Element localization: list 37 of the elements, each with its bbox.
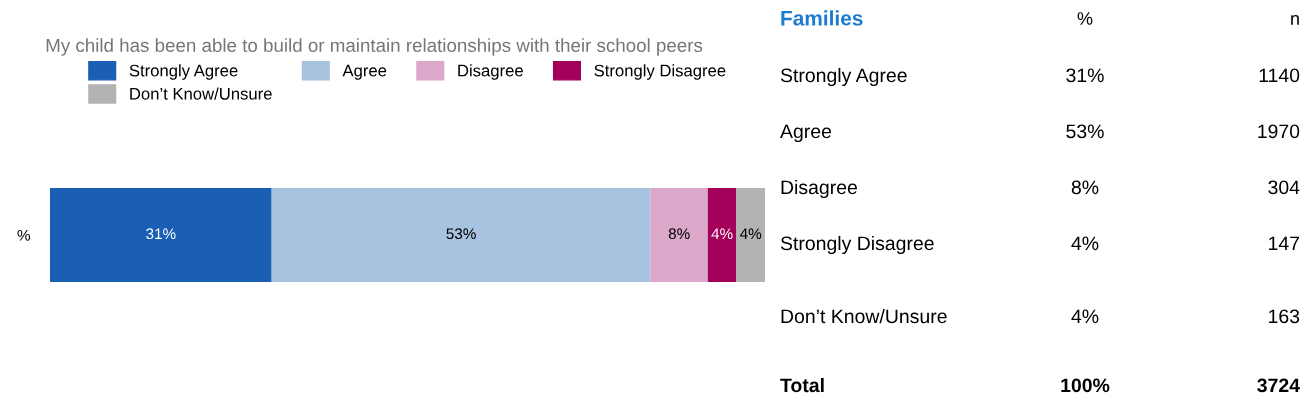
text: % <box>1077 12 1093 25</box>
text: 4% <box>1071 236 1099 251</box>
data-label: 31% <box>146 228 176 240</box>
text: 304 <box>1268 180 1300 195</box>
text: n <box>1291 14 1299 25</box>
text: Families <box>781 10 863 26</box>
legend-label: Disagree <box>458 64 523 80</box>
text: 1140 <box>1259 68 1300 83</box>
text: Don’t Know/Unsure <box>781 308 947 324</box>
text: Total <box>780 377 824 393</box>
text: Strongly Disagree <box>780 235 934 255</box>
text: Disagree <box>781 179 857 199</box>
text: 3724 <box>1257 378 1300 393</box>
data-label: 8% <box>668 228 690 240</box>
bar <box>650 188 708 282</box>
text: 4% <box>1071 309 1099 324</box>
text: 8% <box>1071 180 1099 195</box>
text: Strongly Agree <box>780 67 907 87</box>
legend-label: Strongly Disagree <box>594 64 726 80</box>
text: 53% <box>1066 124 1104 139</box>
legend-label: Don’t Know/Unsure <box>130 87 272 100</box>
text: 100% <box>1061 378 1110 393</box>
bar <box>271 188 651 282</box>
data-label: 4% <box>711 228 733 240</box>
text: 147 <box>1269 236 1300 251</box>
legend-label: Agree <box>342 64 387 80</box>
bar <box>707 188 737 282</box>
text: Agree <box>780 124 832 143</box>
data-label: 4% <box>740 228 762 240</box>
legend-label: Strongly Agree <box>129 64 238 80</box>
chart-title: My child has been able to build or maintain relationships with their school peers <box>46 38 703 56</box>
text: 31% <box>1066 68 1104 83</box>
bar <box>50 188 272 282</box>
bar <box>736 188 765 282</box>
text: 163 <box>1269 309 1300 324</box>
text: 1970 <box>1258 124 1300 139</box>
data-label: 53% <box>446 228 476 240</box>
